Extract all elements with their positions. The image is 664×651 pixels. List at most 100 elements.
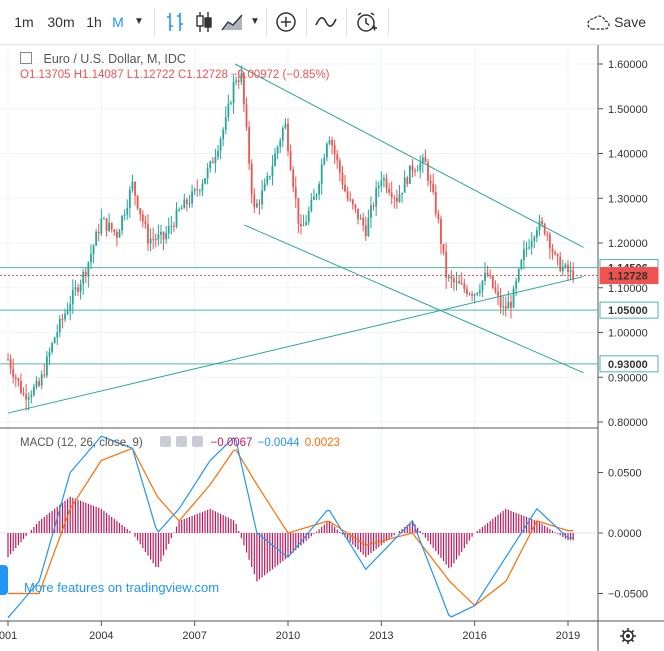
candle-body — [450, 276, 453, 279]
interval-month[interactable]: M — [112, 14, 124, 30]
candle-body — [90, 254, 92, 263]
bar-style-icon[interactable] — [164, 10, 188, 34]
candle-body — [165, 233, 168, 240]
candle-body — [211, 161, 214, 164]
candle-body — [209, 161, 212, 169]
candle-body — [217, 150, 219, 158]
alert-clock-icon[interactable] — [354, 10, 378, 34]
candle-body — [530, 241, 533, 248]
chart-style-dropdown-icon[interactable]: ▼ — [250, 16, 260, 27]
badge-label: 0.93000 — [608, 359, 648, 371]
settings-icon[interactable] — [176, 436, 188, 447]
candle-body — [276, 147, 279, 154]
candle-body — [45, 356, 48, 376]
area-style-icon[interactable] — [220, 10, 244, 34]
time-tick-label: 2019 — [556, 630, 580, 642]
add-indicator-icon[interactable] — [274, 10, 298, 34]
macd-signal-line — [8, 447, 574, 607]
candle-body — [437, 213, 440, 220]
candle-body — [66, 310, 69, 314]
side-panel-tab[interactable] — [0, 565, 8, 595]
candle-body — [237, 80, 240, 82]
watermark-link[interactable]: More features on tradingview.com — [24, 580, 220, 595]
candle-body — [569, 270, 572, 272]
price-candles — [7, 65, 575, 411]
candle-body — [504, 306, 507, 309]
candle-body — [559, 256, 562, 272]
candle-body — [491, 275, 494, 288]
candle-body — [489, 275, 492, 277]
candle-body — [230, 102, 232, 104]
candle-body — [328, 140, 331, 144]
candle-body — [434, 191, 437, 214]
candle-body — [419, 163, 422, 171]
indicators-icon[interactable] — [314, 10, 338, 34]
candle-body — [289, 151, 292, 170]
candle-body — [294, 187, 297, 199]
candle-body — [520, 260, 523, 269]
candle-body — [58, 318, 61, 333]
candle-body — [354, 204, 357, 209]
toolbar-divider — [154, 8, 155, 36]
time-axis[interactable]: 001 2004 2007 2010 2013 2016 2019 — [0, 621, 580, 642]
candle-body — [523, 249, 525, 261]
eye-icon[interactable] — [159, 436, 171, 447]
close-icon[interactable] — [192, 436, 204, 447]
candle-body — [266, 176, 269, 184]
price-tick-label: 0.80000 — [608, 417, 648, 429]
candle-body — [320, 164, 323, 185]
settings-gear-icon[interactable] — [620, 628, 636, 644]
trendline — [7, 276, 584, 414]
candle-body — [180, 208, 183, 210]
interval-30m[interactable]: 30m — [47, 14, 75, 30]
price-tick-label: 1.00000 — [608, 328, 648, 340]
candle-body — [375, 188, 378, 207]
price-axis[interactable]: 1.60000 1.50000 1.40000 1.30000 1.20000 1.100… — [598, 59, 648, 429]
candle-body — [543, 224, 546, 234]
save-button[interactable]: Save — [586, 0, 646, 44]
candle-body — [224, 116, 227, 130]
candle-body — [440, 219, 442, 244]
candle-body — [416, 170, 419, 172]
candle-body — [556, 254, 559, 257]
candle-body — [201, 183, 204, 191]
price-tick-label: 1.20000 — [608, 238, 648, 250]
price-tick-label: 1.40000 — [608, 149, 648, 161]
candle-body — [390, 192, 393, 198]
interval-1m[interactable]: 1m — [14, 14, 34, 30]
trendlines[interactable] — [7, 63, 584, 414]
price-tick-label: 0.90000 — [608, 372, 648, 384]
candle-body — [383, 178, 385, 181]
candle-body — [43, 374, 46, 376]
candle-body — [403, 177, 406, 193]
interval-1h[interactable]: 1h — [86, 14, 102, 30]
toolbar-divider — [346, 8, 347, 36]
candle-body — [170, 225, 173, 227]
candle-body — [144, 221, 147, 225]
candle-body — [139, 208, 142, 215]
candle-body — [188, 203, 191, 205]
candle-body — [463, 283, 466, 289]
candle-body — [274, 153, 276, 166]
legend-toggle-icon[interactable] — [20, 52, 32, 64]
candle-body — [198, 190, 201, 192]
candle-body — [453, 278, 455, 283]
macd-tick-label: 0.0000 — [608, 528, 642, 540]
candle-body — [393, 197, 396, 199]
candle-body — [167, 226, 170, 234]
macd-legend[interactable]: MACD (12, 26, close, 9) −0.0067 −0.0044 … — [20, 436, 340, 449]
price-badge: 0.93000 — [599, 355, 659, 373]
candle-body — [554, 252, 556, 255]
interval-dropdown-icon[interactable]: ▼ — [134, 16, 144, 27]
candle-body — [502, 306, 505, 308]
candle-body — [131, 181, 134, 190]
ohlc-values: O1.13705 H1.14087 L1.12722 C1.12728 −0.0… — [20, 69, 330, 81]
candle-style-icon[interactable] — [192, 10, 216, 34]
badge-box — [599, 355, 659, 373]
symbol-legend[interactable]: Euro / U.S. Dollar, M, IDC O1.13705 H1.1… — [20, 52, 330, 81]
candle-body — [204, 178, 206, 184]
trendline — [244, 224, 584, 374]
candle-body — [222, 129, 225, 140]
badge-label: 1.12728 — [608, 271, 648, 283]
